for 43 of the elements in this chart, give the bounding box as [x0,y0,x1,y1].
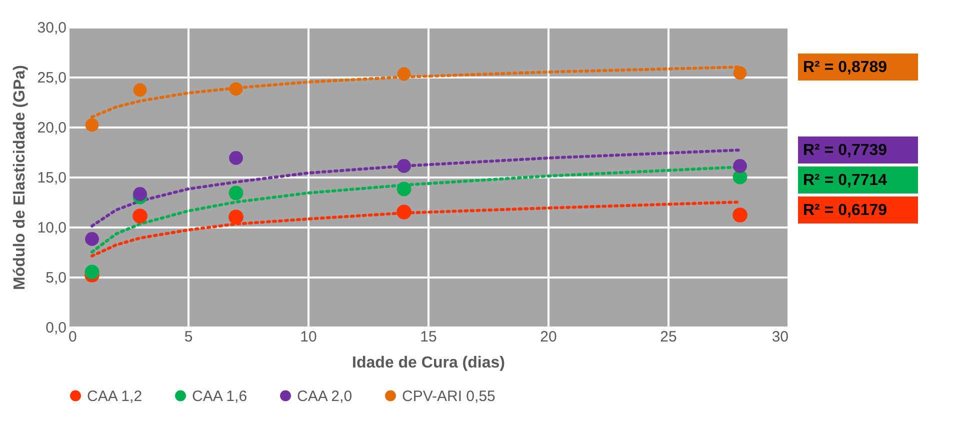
point [133,83,147,97]
point [397,159,411,173]
point [229,82,243,96]
point [397,67,411,81]
point [84,264,100,280]
point [732,208,748,222]
legend-label: CPV-ARI 0,55 [402,388,496,405]
x-tick-label: 15 [420,328,437,346]
text: R² = 0,7739 [803,142,888,159]
y-tick-label: 30,0 [37,20,66,36]
y-tick-label: 10,0 [37,220,66,236]
text: R² = 0,8789 [803,59,888,76]
point [132,208,148,224]
text: R² = 0,6179 [803,202,888,219]
y-tick-label: 5,0 [46,270,66,286]
x-tick-label: 5 [184,328,193,346]
text: R² = 0,7714 [803,172,888,189]
y-tick-label: 25,0 [37,70,66,86]
legend-label: CAA 1,2 [87,388,142,405]
x-tick-label: 30 [772,328,788,346]
y-axis-title: Módulo de Elasticidade (GPa) [11,65,28,290]
y-tick-label: 15,0 [37,170,66,186]
point [133,187,147,201]
line-series [90,148,742,228]
line-series [90,200,742,258]
point [229,151,243,165]
point [85,118,99,132]
point [228,210,244,224]
x-tick-label: 25 [660,328,677,346]
x-tick-label: 0 [68,328,77,346]
x-tick-label: 20 [540,328,557,346]
point [85,232,99,246]
y-tick-label: 20,0 [37,120,66,136]
point [733,66,747,80]
point [733,159,747,173]
x-tick-label: 10 [300,328,317,346]
point [228,186,244,200]
x-axis-title: Idade de Cura (dias) [352,354,505,372]
point [396,182,412,196]
legend-label: CAA 2,0 [297,388,352,405]
point [396,204,412,220]
legend-label: CAA 1,6 [192,388,248,405]
y-tick-label: 0,0 [46,320,66,336]
